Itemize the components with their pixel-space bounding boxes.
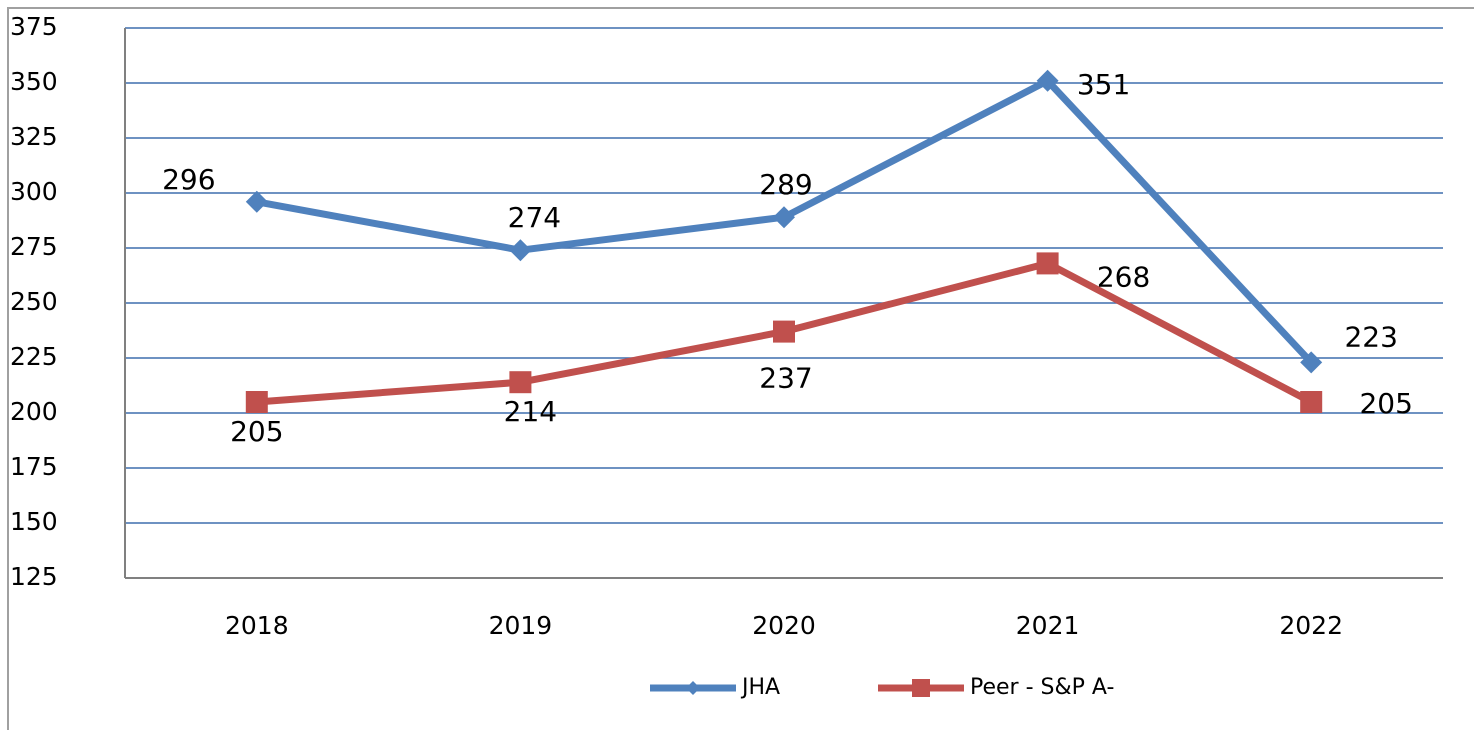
y-tick-label: 225 <box>10 342 58 371</box>
data-label: 223 <box>1344 320 1397 353</box>
y-tick-label: 175 <box>10 452 58 481</box>
data-label: 274 <box>508 201 561 234</box>
y-tick-label: 275 <box>10 232 58 261</box>
x-tick-label: 2018 <box>225 611 289 640</box>
data-label: 296 <box>162 163 215 196</box>
data-label: 237 <box>759 362 812 395</box>
marker <box>1036 69 1059 92</box>
y-tick-label: 150 <box>10 507 58 536</box>
marker <box>912 679 930 697</box>
y-tick-label: 375 <box>10 12 58 41</box>
x-tick-label: 2020 <box>752 611 816 640</box>
y-tick-label: 200 <box>10 397 58 426</box>
marker <box>773 206 795 229</box>
data-label: 268 <box>1097 260 1150 293</box>
x-tick-label: 2021 <box>1016 611 1080 640</box>
y-tick-label: 325 <box>10 122 58 151</box>
marker <box>509 371 532 394</box>
legend-label: Peer - S&P A- <box>970 675 1114 700</box>
marker <box>773 320 795 343</box>
marker <box>245 391 268 413</box>
data-label: 205 <box>1359 387 1412 420</box>
marker <box>1036 252 1059 275</box>
y-tick-label: 300 <box>10 177 58 206</box>
x-tick-label: 2019 <box>489 611 553 640</box>
y-tick-label: 250 <box>10 287 58 316</box>
marker <box>686 681 700 695</box>
data-label: 214 <box>504 395 557 428</box>
legend-label: JHA <box>740 675 780 700</box>
data-label: 205 <box>230 415 283 448</box>
y-tick-label: 350 <box>10 67 58 96</box>
marker <box>245 190 268 213</box>
x-tick-label: 2022 <box>1279 611 1343 640</box>
marker <box>509 239 532 262</box>
data-label: 289 <box>759 168 812 201</box>
y-tick-label: 125 <box>10 562 58 591</box>
chart-frame <box>7 7 1474 730</box>
marker <box>1300 351 1323 374</box>
data-label: 351 <box>1077 68 1130 101</box>
marker <box>1300 391 1323 413</box>
